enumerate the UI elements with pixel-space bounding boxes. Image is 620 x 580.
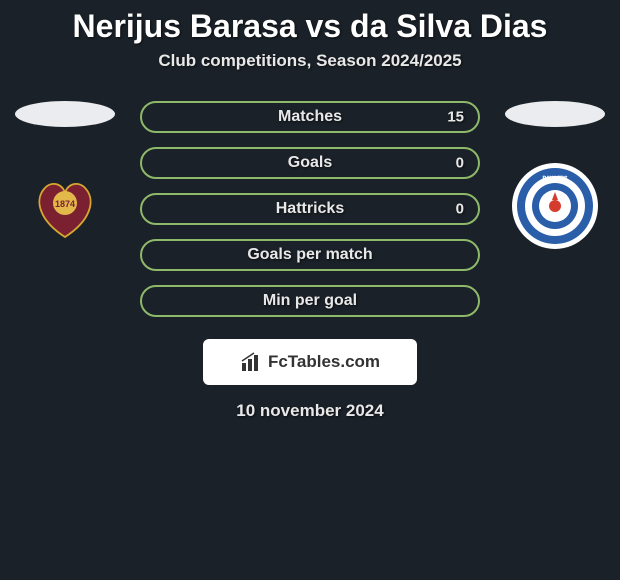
left-club-crest: 1874: [22, 163, 108, 249]
branding-box[interactable]: FcTables.com: [203, 339, 417, 385]
date-text: 10 november 2024: [236, 401, 383, 421]
brand-text: FcTables.com: [268, 352, 380, 372]
left-club-column: 1874: [10, 101, 120, 249]
stat-pill-hattricks: Hattricks 0: [140, 193, 480, 225]
right-club-column: RANGERS: [500, 101, 610, 249]
right-club-crest: RANGERS: [512, 163, 598, 249]
stat-value-right: 0: [456, 201, 464, 218]
left-club-label-oval: [15, 101, 115, 127]
hearts-crest-icon: 1874: [26, 167, 104, 245]
stat-label: Hattricks: [276, 200, 344, 218]
page-subtitle: Club competitions, Season 2024/2025: [0, 51, 620, 71]
rangers-crest-icon: RANGERS: [514, 165, 596, 247]
stats-column: Matches 15 Goals 0 Hattricks 0 Goals per…: [120, 101, 500, 421]
stat-value-right: 0: [456, 155, 464, 172]
svg-text:RANGERS: RANGERS: [543, 176, 568, 182]
stat-label: Goals per match: [247, 246, 372, 264]
stat-label: Goals: [288, 154, 332, 172]
stat-pill-matches: Matches 15: [140, 101, 480, 133]
stat-pill-goals: Goals 0: [140, 147, 480, 179]
bar-chart-icon: [240, 351, 262, 373]
stat-pill-goals-per-match: Goals per match: [140, 239, 480, 271]
right-club-label-oval: [505, 101, 605, 127]
svg-text:1874: 1874: [55, 199, 75, 209]
page-title: Nerijus Barasa vs da Silva Dias: [0, 8, 620, 45]
stat-label: Min per goal: [263, 292, 357, 310]
stat-label: Matches: [278, 108, 342, 126]
stat-value-right: 15: [447, 109, 464, 126]
stat-pill-min-per-goal: Min per goal: [140, 285, 480, 317]
